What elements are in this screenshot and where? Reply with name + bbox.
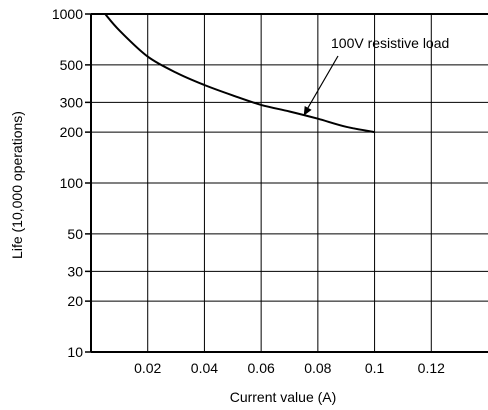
y-tick-label: 20	[67, 293, 83, 309]
y-tick-label: 500	[60, 57, 84, 73]
series-layer	[104, 13, 375, 134]
tick-labels: 0.02 0.04 0.06 0.08 0.1 0.12 10 20 30 50 100 200 300…	[52, 6, 445, 376]
y-tick-label: 1000	[52, 6, 83, 22]
y-tick-label: 30	[67, 263, 83, 279]
y-tick-label: 100	[60, 175, 84, 191]
series-line	[104, 13, 375, 134]
y-tick-label: 300	[60, 94, 84, 110]
grid	[85, 13, 488, 353]
y-tick-label: 200	[60, 124, 84, 140]
x-tick-label: 0.06	[248, 360, 275, 376]
y-axis-label: Life (10,000 operations)	[9, 111, 25, 259]
annotation-layer: 100V resistive load	[303, 35, 449, 116]
annotation-arrowhead	[303, 106, 312, 116]
y-tick-label: 50	[67, 226, 83, 242]
x-tick-label: 0.02	[134, 360, 161, 376]
x-tick-label: 0.12	[418, 360, 445, 376]
x-tick-label: 0.04	[191, 360, 218, 376]
x-tick-label: 0.08	[304, 360, 331, 376]
y-tick-label: 10	[67, 344, 83, 360]
x-tick-label: 0.1	[365, 360, 385, 376]
annotation-arrow-line	[305, 55, 339, 113]
x-axis-label: Current value (A)	[230, 389, 337, 405]
series-annotation-label: 100V resistive load	[331, 35, 449, 51]
